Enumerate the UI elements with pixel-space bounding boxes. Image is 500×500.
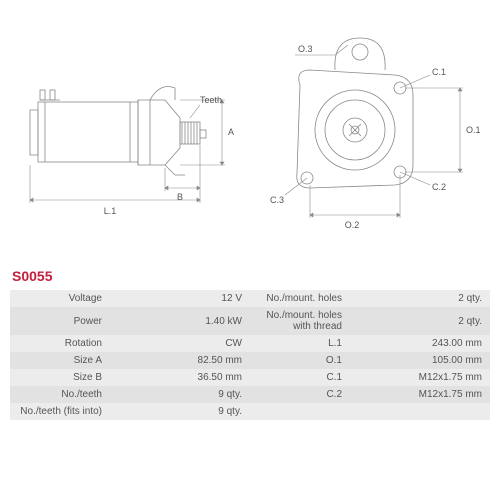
spec-row: No./teeth9 qty.C.2M12x1.75 mm bbox=[10, 386, 490, 403]
spec-value: 82.50 mm bbox=[110, 352, 250, 369]
dim-o3: O.3 bbox=[298, 44, 313, 54]
technical-diagram: L.1 B A Teeth bbox=[0, 0, 500, 260]
spec-label: No./mount. holes with thread bbox=[250, 307, 350, 335]
spec-label: C.2 bbox=[250, 386, 350, 403]
spec-label: No./mount. holes bbox=[250, 290, 350, 307]
dim-c3: C.3 bbox=[270, 195, 284, 205]
spec-row: Size A82.50 mmO.1105.00 mm bbox=[10, 352, 490, 369]
spec-value: 36.50 mm bbox=[110, 369, 250, 386]
spec-value: 12 V bbox=[110, 290, 250, 307]
spec-value: 2 qty. bbox=[350, 307, 490, 335]
spec-value: M12x1.75 mm bbox=[350, 386, 490, 403]
spec-value: M12x1.75 mm bbox=[350, 369, 490, 386]
spec-row: No./teeth (fits into)9 qty. bbox=[10, 403, 490, 420]
spec-label: Power bbox=[10, 307, 110, 335]
spec-value bbox=[350, 403, 490, 420]
spec-value: 105.00 mm bbox=[350, 352, 490, 369]
spec-label: No./teeth (fits into) bbox=[10, 403, 110, 420]
spec-label: Voltage bbox=[10, 290, 110, 307]
spec-row: Size B36.50 mmC.1M12x1.75 mm bbox=[10, 369, 490, 386]
spec-row: Voltage12 VNo./mount. holes2 qty. bbox=[10, 290, 490, 307]
spec-label: O.1 bbox=[250, 352, 350, 369]
spec-row: RotationCWL.1243.00 mm bbox=[10, 335, 490, 352]
spec-label bbox=[250, 403, 350, 420]
dim-c2: C.2 bbox=[432, 182, 446, 192]
spec-label: No./teeth bbox=[10, 386, 110, 403]
dim-o1: O.1 bbox=[466, 125, 481, 135]
dim-c1: C.1 bbox=[432, 67, 446, 77]
spec-row: Power1.40 kWNo./mount. holes with thread… bbox=[10, 307, 490, 335]
dim-a: A bbox=[228, 127, 234, 137]
dim-l1: L.1 bbox=[104, 206, 117, 216]
spec-value: 243.00 mm bbox=[350, 335, 490, 352]
spec-value: 9 qty. bbox=[110, 403, 250, 420]
spec-label: L.1 bbox=[250, 335, 350, 352]
spec-label: Size A bbox=[10, 352, 110, 369]
part-number: S0055 bbox=[12, 268, 500, 284]
dim-b: B bbox=[177, 192, 183, 202]
spec-table: Voltage12 VNo./mount. holes2 qty.Power1.… bbox=[10, 290, 490, 420]
spec-value: CW bbox=[110, 335, 250, 352]
spec-label: Rotation bbox=[10, 335, 110, 352]
spec-value: 2 qty. bbox=[350, 290, 490, 307]
spec-value: 9 qty. bbox=[110, 386, 250, 403]
dim-o2: O.2 bbox=[345, 220, 360, 230]
spec-value: 1.40 kW bbox=[110, 307, 250, 335]
spec-label: Size B bbox=[10, 369, 110, 386]
dim-teeth: Teeth bbox=[200, 95, 222, 105]
spec-label: C.1 bbox=[250, 369, 350, 386]
